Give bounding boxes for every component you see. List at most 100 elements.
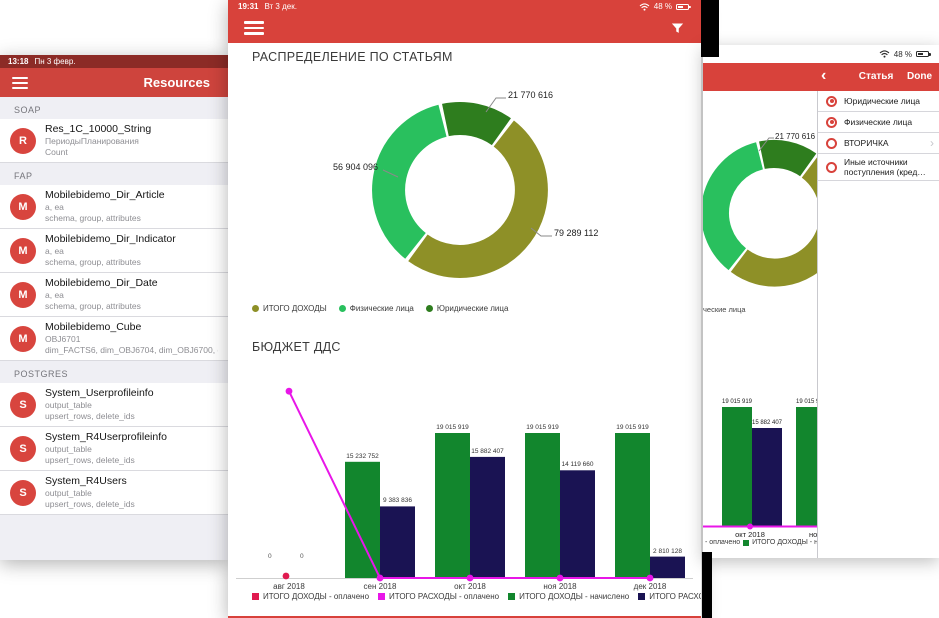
- donut-legend: ИТОГО ДОХОДЫ Физические лица Юридические л…: [252, 304, 508, 313]
- app-header: [228, 13, 701, 43]
- bar: [796, 407, 817, 526]
- legend-label: ИТОГО ДОХОДЫ - оплачено: [263, 592, 370, 601]
- legend-swatch: [743, 539, 750, 546]
- resource-subtitle: dim_FACTS6, dim_OBJ6704, dim_OBJ6700, di…: [45, 345, 218, 355]
- filter-option[interactable]: Иные источники поступления (кред…: [818, 154, 939, 181]
- donut-slice: [730, 157, 817, 287]
- legend-swatch: [252, 593, 259, 600]
- resource-row[interactable]: M Mobilebidemo_Dir_Date a, ea schema, group…: [0, 273, 228, 317]
- x-axis-label-partial: ноя: [809, 530, 817, 539]
- filter-icon[interactable]: [670, 21, 685, 36]
- line-point: [282, 572, 290, 580]
- filter-option[interactable]: Физические лица: [818, 112, 939, 133]
- filter-options-list[interactable]: Юридические лица Физические лица ВТОРИЧКА ›…: [817, 91, 939, 558]
- filter-option[interactable]: ВТОРИЧКА ›: [818, 133, 939, 154]
- bar-value-label: 14 119 660: [561, 461, 594, 469]
- back-chevron-icon[interactable]: ‹: [821, 67, 827, 84]
- resources-screen: 13:18 Пн 3 февр. Resources SOAP R Res_1C_1…: [0, 55, 228, 560]
- radio-icon[interactable]: [826, 161, 837, 173]
- legend-label: Физические лица: [349, 304, 414, 313]
- resource-subtitle: schema, group, attributes: [45, 213, 141, 223]
- donut-slice: [759, 139, 817, 177]
- avatar: M: [10, 193, 36, 220]
- done-button[interactable]: Done: [907, 71, 932, 82]
- line-point: [556, 574, 564, 582]
- status-bar: 13:18 Пн 3 февр.: [0, 55, 228, 68]
- resource-row[interactable]: M Mobilebidemo_Dir_Indicator a, ea schema, …: [0, 229, 228, 273]
- dashboard-screen: 19:31 Вт 3 дек. 48 % РАСПРЕДЕЛЕНИЕ ПО СТ…: [228, 0, 701, 618]
- legend-label: Юридические лица: [436, 304, 509, 313]
- resources-list[interactable]: SOAP R Res_1C_10000_String ПериодыПланирова…: [0, 97, 228, 560]
- radio-selected-icon[interactable]: [826, 95, 837, 107]
- resource-subtitle: Count: [45, 147, 68, 157]
- bar-value-label: 9 383 836: [383, 497, 412, 505]
- avatar: S: [10, 391, 36, 418]
- resource-texts: Mobilebidemo_Dir_Indicator a, ea schema, g…: [45, 233, 176, 268]
- resource-subtitle: ПериодыПланирования: [45, 136, 139, 146]
- resource-row[interactable]: S System_R4Userprofileinfo output_table ups…: [0, 427, 228, 471]
- avatar: R: [10, 127, 36, 154]
- legend-item: ИТОГО ДОХОДЫ: [252, 304, 327, 313]
- label-leader-line: [485, 97, 506, 113]
- resource-row[interactable]: R Res_1C_10000_String ПериодыПланирования C…: [0, 119, 228, 163]
- status-date: Пн 3 февр.: [34, 57, 76, 66]
- legend-label: ИТОГО ДОХОДЫ - начислено: [519, 592, 630, 601]
- x-axis-label: окт 2018: [735, 530, 765, 539]
- resource-subtitle: upsert_rows, delete_ids: [45, 499, 135, 509]
- bar-legend: ИТОГО ДОХОДЫ - оплачено ИТОГО РАСХОДЫ - о…: [252, 592, 701, 601]
- bar-value-label: 15 232 752: [346, 452, 379, 460]
- legend-swatch: [638, 593, 646, 600]
- resource-title: Res_1C_10000_String: [45, 123, 152, 135]
- background-dashboard-fragment: 21 770 616 ческие лица 19 015 919 15 882…: [703, 91, 817, 558]
- bar: [525, 433, 560, 578]
- filter-label: Юридические лица: [844, 96, 921, 106]
- resource-row[interactable]: S System_R4Users output_table upsert_rows, …: [0, 471, 228, 515]
- bar: [722, 407, 752, 526]
- bar: [345, 461, 380, 578]
- label-leader-line: [382, 169, 399, 178]
- legend-item: Юридические лица: [425, 304, 509, 313]
- avatar: M: [10, 237, 36, 264]
- resource-title: System_R4Userprofileinfo: [45, 431, 167, 443]
- legend-dot: [338, 305, 346, 312]
- line-point: [646, 574, 654, 582]
- bar: [650, 556, 685, 578]
- label-leader-line: [530, 227, 552, 237]
- menu-icon[interactable]: [12, 76, 28, 89]
- resource-title: Mobilebidemo_Dir_Date: [45, 277, 158, 289]
- menu-icon[interactable]: [244, 21, 264, 35]
- filter-option[interactable]: Юридические лица: [818, 91, 939, 112]
- radio-icon[interactable]: [826, 137, 837, 149]
- legend-item: Физические лица: [338, 304, 414, 313]
- legend-fragment: - оплачено ИТОГО ДОХОДЫ - начислено и: [705, 539, 817, 546]
- resource-subtitle: schema, group, attributes: [45, 257, 141, 267]
- bar-value-label: 15 882 407: [471, 447, 504, 455]
- resource-row[interactable]: M Mobilebidemo_Cube OBJ6701 dim_FACTS6, dim…: [0, 317, 228, 361]
- section-header: FAP: [14, 171, 33, 181]
- legend-dot: [252, 305, 259, 312]
- status-time: 13:18: [8, 57, 29, 66]
- avatar: S: [10, 435, 36, 462]
- avatar: M: [10, 325, 36, 352]
- legend-label: - оплачено: [705, 539, 741, 546]
- radio-selected-icon[interactable]: [826, 116, 837, 128]
- resource-subtitle: OBJ6701: [45, 334, 81, 344]
- device-frame-edge: [702, 552, 712, 618]
- line-point: [376, 574, 384, 582]
- battery-icon: [916, 51, 931, 57]
- avatar: S: [10, 479, 36, 506]
- legend-label: ИТОГО РАСХОДЫ - начислено: [649, 592, 701, 601]
- resource-row[interactable]: M Mobilebidemo_Dir_Article a, ea schema, gr…: [0, 185, 228, 229]
- status-bar: 48 %: [703, 45, 939, 63]
- bar-value-label: 19 015 919: [721, 399, 753, 405]
- charts-canvas: [703, 137, 817, 530]
- resource-texts: Res_1C_10000_String ПериодыПланирования Co…: [45, 123, 151, 158]
- donut-slice: [703, 142, 764, 271]
- donut-slice: [442, 102, 511, 146]
- filter-header: ‹ Статья Done: [703, 63, 939, 91]
- legend-label: ИТОГО ДОХОДЫ: [263, 304, 327, 313]
- resource-subtitle: schema, group, attributes: [45, 301, 141, 311]
- wifi-icon: [639, 2, 650, 11]
- resource-row[interactable]: S System_Userprofileinfo output_table upser…: [0, 383, 228, 427]
- donut-value-label: 79 289 112: [554, 228, 599, 238]
